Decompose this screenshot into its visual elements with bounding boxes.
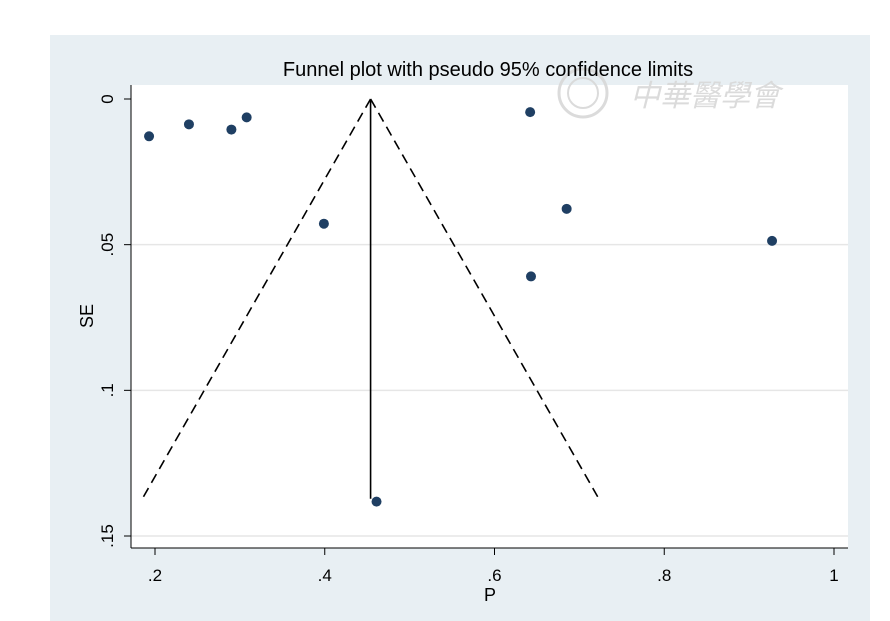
y-tick-label-1: .05 — [98, 233, 117, 257]
x-axis-ticks: .2 .4 .6 .8 1 — [148, 548, 839, 585]
data-point-6 — [525, 107, 536, 118]
x-tick-label-3: .8 — [657, 566, 671, 585]
data-points — [144, 107, 778, 507]
watermark-seal-inner-icon — [567, 77, 599, 109]
watermark-seal-icon — [557, 67, 609, 119]
chart-title: Funnel plot with pseudo 95% confidence l… — [283, 59, 693, 81]
y-axis-title: SE — [77, 304, 97, 328]
lower-confidence-limit — [141, 98, 372, 500]
data-point-8 — [561, 203, 572, 214]
watermark-text: 中華醫學會 — [630, 79, 784, 114]
x-tick-label-0: .2 — [148, 566, 162, 585]
x-axis-title: P — [484, 585, 496, 605]
gridlines — [131, 243, 848, 537]
x-tick-label-1: .4 — [318, 566, 332, 585]
data-point-9 — [767, 235, 778, 246]
funnel-lines — [141, 98, 600, 500]
data-point-2 — [226, 124, 237, 135]
data-point-3 — [241, 112, 252, 123]
data-point-0 — [144, 131, 155, 142]
plot-area — [131, 85, 848, 548]
y-axis-ticks: 0 .05 .1 .15 — [98, 94, 131, 548]
data-point-7 — [525, 271, 536, 282]
y-tick-label-3: .15 — [98, 524, 117, 548]
data-point-1 — [183, 119, 194, 130]
y-tick-label-0: 0 — [98, 94, 117, 103]
data-point-5 — [371, 496, 382, 507]
watermark: 中華醫學會 — [557, 67, 784, 119]
y-tick-label-2: .1 — [98, 383, 117, 397]
x-tick-label-4: 1 — [829, 566, 838, 585]
x-tick-label-2: .6 — [487, 566, 501, 585]
data-point-4 — [318, 218, 329, 229]
upper-confidence-limit — [369, 98, 600, 500]
